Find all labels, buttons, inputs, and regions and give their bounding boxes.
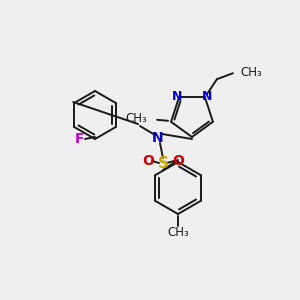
Text: CH₃: CH₃ xyxy=(240,66,262,79)
Text: N: N xyxy=(202,90,212,103)
Text: N: N xyxy=(152,131,164,145)
Text: O: O xyxy=(172,154,184,168)
Text: N: N xyxy=(172,90,182,103)
Text: S: S xyxy=(158,157,169,172)
Text: CH₃: CH₃ xyxy=(167,226,189,239)
Text: F: F xyxy=(75,132,85,146)
Text: CH₃: CH₃ xyxy=(125,112,147,125)
Text: O: O xyxy=(142,154,154,168)
